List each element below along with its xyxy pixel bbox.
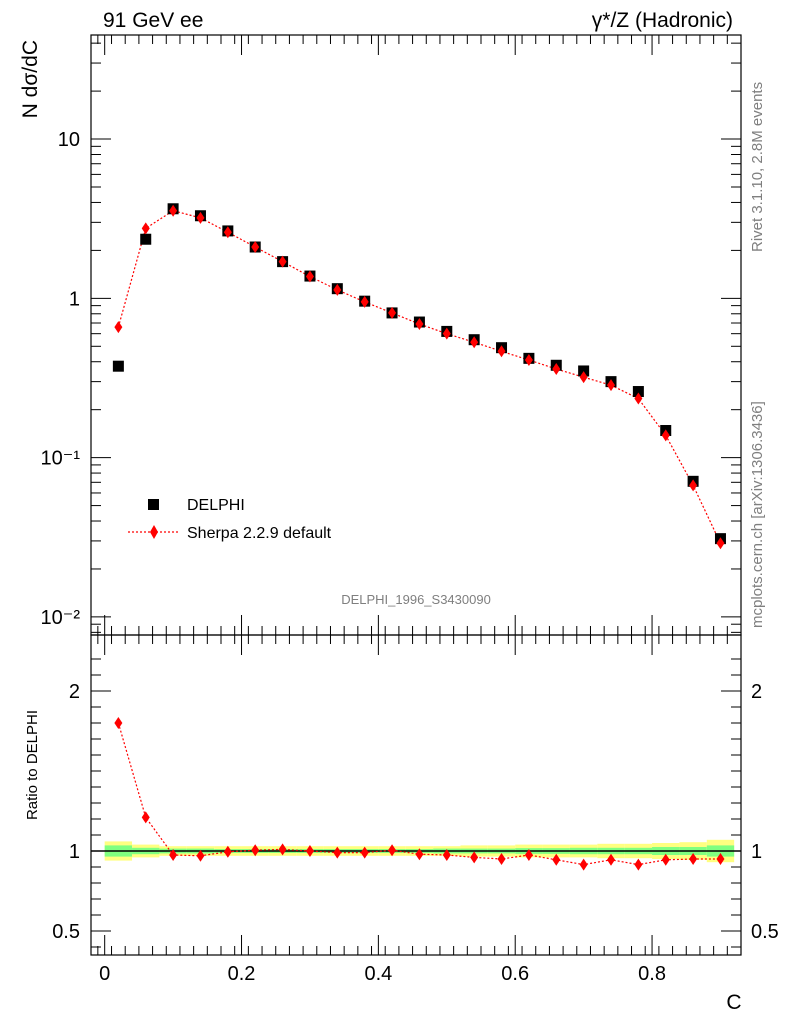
axis-ticks: 10⁻² 10⁻¹ 1 10 0.5 0.5 1 1 2 2 0 0.2 0.4 0.6 0.8 bbox=[41, 35, 779, 985]
main-y-tick-label: 10 bbox=[58, 129, 80, 151]
ratio-mc-point-marker bbox=[141, 811, 150, 824]
data-marks bbox=[112, 203, 726, 871]
mc-point-marker bbox=[470, 336, 479, 349]
mc-point-marker bbox=[141, 222, 150, 235]
ratio-mc-point-marker bbox=[579, 858, 588, 871]
x-tick-label: 0.8 bbox=[638, 963, 666, 985]
ratio-y-axis-label: Ratio to DELPHI bbox=[24, 710, 41, 820]
x-axis-label: C bbox=[726, 991, 741, 1014]
mc-point-marker bbox=[251, 241, 260, 254]
ratio-mc-point-marker bbox=[661, 853, 670, 866]
rivet-version-label: Rivet 3.1.10, 2.8M events bbox=[749, 82, 766, 252]
ratio-mc-point-marker bbox=[524, 849, 533, 861]
data-point-marker bbox=[112, 360, 124, 372]
main-y-tick-label: 1 bbox=[69, 288, 80, 310]
data-point-marker bbox=[632, 386, 644, 398]
mc-point-marker bbox=[388, 306, 397, 319]
data-point-marker bbox=[140, 233, 152, 245]
ratio-y-tick-label: 0.5 bbox=[52, 921, 80, 943]
mc-point-marker bbox=[661, 429, 670, 442]
legend-mc-label: Sherpa 2.2.9 default bbox=[187, 525, 332, 542]
mc-point-marker bbox=[360, 295, 369, 308]
ratio-y-tick-label: 2 bbox=[69, 681, 80, 703]
mc-point-marker bbox=[689, 479, 698, 492]
ratio-mc-point-marker bbox=[333, 846, 342, 859]
mc-point-marker bbox=[278, 255, 287, 268]
ratio-y-tick-label-right: 0.5 bbox=[751, 921, 779, 943]
header-right-label: γ*/Z (Hadronic) bbox=[592, 9, 733, 32]
mc-point-marker bbox=[333, 283, 342, 296]
header-left-label: 91 GeV ee bbox=[103, 9, 203, 32]
ratio-mc-point-marker bbox=[470, 851, 479, 864]
mc-point-marker bbox=[497, 345, 506, 358]
mc-point-marker bbox=[223, 226, 232, 239]
legend-data-marker bbox=[148, 499, 159, 510]
ratio-mc-point-marker bbox=[278, 843, 287, 856]
main-y-tick-label: 10⁻² bbox=[41, 607, 81, 629]
x-tick-label: 0.2 bbox=[228, 963, 256, 985]
main-y-axis-label: N dσ/dC bbox=[19, 40, 42, 118]
x-tick-label: 0.4 bbox=[364, 963, 392, 985]
mc-point-marker bbox=[552, 363, 561, 376]
ratio-mc-point-marker bbox=[442, 849, 451, 861]
ratio-mc-point-marker bbox=[415, 848, 424, 861]
ratio-mc-point-marker bbox=[114, 717, 123, 729]
ratio-mc-point-marker bbox=[223, 845, 232, 858]
data-point-marker bbox=[578, 365, 590, 377]
mc-point-marker bbox=[716, 537, 725, 550]
mc-point-marker bbox=[114, 321, 123, 334]
mc-point-marker bbox=[607, 379, 615, 392]
ratio-mc-point-marker bbox=[634, 858, 643, 871]
ratio-mc-point-marker bbox=[305, 845, 314, 857]
ratio-y-tick-label-right: 1 bbox=[751, 841, 762, 863]
legend-mc-marker bbox=[150, 525, 158, 539]
mc-point-marker bbox=[442, 327, 451, 340]
x-tick-label: 0.6 bbox=[501, 963, 529, 985]
ratio-mc-point-marker bbox=[716, 853, 725, 865]
mc-point-marker bbox=[524, 354, 533, 367]
ratio-mc-point-marker bbox=[497, 853, 506, 865]
ratio-mc-point-marker bbox=[169, 849, 178, 861]
ratio-mc-point-marker bbox=[552, 853, 561, 866]
ratio-y-tick-label: 1 bbox=[69, 841, 80, 863]
ratio-mc-point-marker bbox=[689, 853, 698, 865]
mc-point-marker bbox=[196, 211, 205, 224]
ratio-y-tick-label-right: 2 bbox=[751, 681, 762, 703]
x-tick-label: 0 bbox=[99, 963, 110, 985]
legend: DELPHI Sherpa 2.2.9 default bbox=[128, 497, 332, 542]
mc-point-marker bbox=[579, 371, 588, 384]
source-label: mcplots.cern.ch [arXiv:1306.3436] bbox=[749, 401, 766, 628]
ratio-mc-point-marker bbox=[251, 844, 260, 857]
mc-line bbox=[117, 210, 722, 544]
analysis-id-label: DELPHI_1996_S3430090 bbox=[341, 592, 491, 607]
ratio-mc-line bbox=[117, 722, 721, 866]
main-panel-frame bbox=[90, 34, 742, 636]
main-y-tick-label: 10⁻¹ bbox=[41, 448, 81, 470]
mc-point-marker bbox=[415, 318, 424, 331]
mc-point-marker bbox=[169, 204, 178, 217]
ratio-mc-point-marker bbox=[607, 853, 615, 866]
mc-point-marker bbox=[634, 392, 643, 405]
ratio-mc-point-marker bbox=[360, 846, 369, 859]
ratio-panel-frame bbox=[90, 634, 742, 956]
mc-point-marker bbox=[305, 270, 314, 283]
ratio-mc-point-marker bbox=[196, 849, 205, 862]
legend-data-label: DELPHI bbox=[187, 497, 245, 514]
ratio-mc-point-marker bbox=[388, 844, 397, 857]
